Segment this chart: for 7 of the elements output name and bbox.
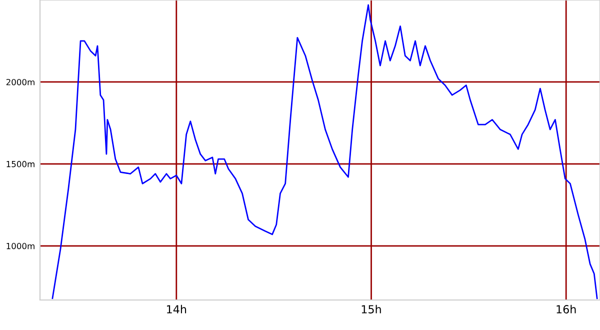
y-tick-label: 2000m [6,78,34,86]
x-tick-label: 16h [556,304,576,314]
y-tick-label: 1500m [6,160,34,168]
line-series [52,4,598,300]
x-tick-label: 14h [167,304,186,314]
y-tick-label: 1000m [6,242,34,250]
x-tick-label: 15h [362,304,381,314]
